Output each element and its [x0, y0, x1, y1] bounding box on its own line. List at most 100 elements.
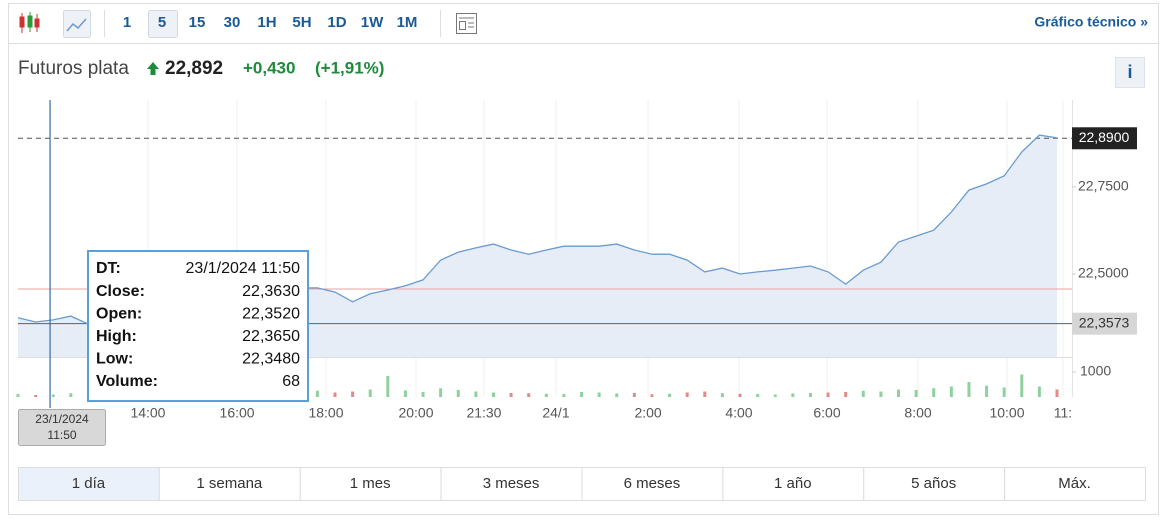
cursor-date-box	[18, 409, 106, 446]
tooltip-label: DT:	[96, 260, 121, 277]
tooltip-label: Open:	[96, 305, 142, 322]
tooltip-label: Close:	[96, 283, 145, 300]
reference-label: 22,3573	[1079, 314, 1130, 330]
interval-button[interactable]: 1H	[257, 14, 276, 31]
interval-button[interactable]: 1M	[397, 14, 418, 31]
volume-bar	[914, 390, 918, 397]
volume-bar	[985, 385, 989, 397]
volume-bar	[685, 392, 689, 397]
icon-part	[27, 15, 33, 28]
volume-bar	[421, 392, 425, 397]
line-icon	[66, 18, 87, 32]
x-tick-label: 20:00	[398, 405, 433, 421]
range-tab[interactable]	[581, 467, 724, 501]
range-tab[interactable]	[722, 467, 865, 501]
volume-bar	[1020, 374, 1024, 397]
volume-bar	[703, 391, 707, 397]
up-arrow	[147, 62, 159, 75]
range-tab[interactable]	[440, 467, 583, 501]
range-tab[interactable]	[863, 467, 1006, 501]
volume-bar	[368, 389, 372, 397]
line-icon-button[interactable]	[63, 10, 91, 38]
interval-button[interactable]: 1	[123, 14, 131, 31]
x-tick-label: 4:00	[725, 405, 752, 421]
volume-bar	[544, 393, 548, 397]
volume-bar	[403, 390, 407, 397]
candle-icon[interactable]	[19, 12, 40, 33]
last-price-label: 22,8900	[1079, 129, 1130, 145]
tooltip	[87, 250, 309, 402]
tooltip-value: 22,3650	[242, 328, 300, 345]
volume-bar	[351, 391, 355, 397]
price: 22,892	[165, 58, 223, 79]
volume-bar	[826, 392, 830, 397]
x-tick-label: 8:00	[904, 405, 931, 421]
volume-bar	[474, 391, 478, 397]
instrument-name: Futuros plata	[18, 58, 129, 79]
volume-bar	[562, 394, 566, 397]
interval-button[interactable]: 1D	[327, 14, 346, 31]
volume-bar	[932, 388, 936, 397]
technical-chart-link[interactable]: Gráfico técnico »	[1034, 14, 1148, 30]
volume-bar	[580, 392, 584, 397]
x-tick-label: 16:00	[220, 405, 255, 421]
interval-button[interactable]: 15	[189, 14, 206, 31]
volume-bar	[34, 395, 38, 397]
volume-bar	[51, 394, 55, 397]
volume-bar	[16, 394, 20, 397]
range-tab-label: 1 mes	[350, 475, 391, 492]
active-interval	[148, 10, 178, 38]
volume-bar	[1002, 387, 1006, 397]
range-tab-label: 6 meses	[624, 475, 681, 492]
tooltip-value: 22,3480	[242, 351, 300, 368]
range-tabs: 1 día 1 semana 1 mes 3 meses 6 meses 1 año 5 a…	[18, 467, 1146, 501]
volume-bar	[69, 393, 73, 397]
x-tick-label: 6:00	[813, 405, 840, 421]
x-tick-label: 18:00	[308, 405, 343, 421]
reference-box	[1072, 312, 1137, 335]
icon-part	[34, 18, 40, 28]
volume-bar	[791, 393, 795, 397]
tooltip-value: 22,3520	[242, 305, 300, 322]
volume-bar	[456, 390, 460, 397]
volume-bar	[527, 393, 531, 397]
volume-bar	[808, 393, 812, 397]
interval-button[interactable]: 5H	[292, 14, 311, 31]
tooltip-label: Volume:	[96, 373, 158, 390]
volume-bar	[386, 376, 390, 397]
volume-bar	[597, 392, 601, 397]
change: +0,430	[243, 58, 295, 77]
range-tab-label: Máx.	[1058, 475, 1091, 492]
range-tab[interactable]	[299, 467, 442, 501]
y-tick-label: 22,5000	[1078, 265, 1129, 281]
x-tick-label: 14:00	[130, 405, 165, 421]
icon-part	[459, 21, 466, 30]
volume-bar	[1037, 386, 1041, 397]
interval-button[interactable]: 30	[224, 14, 241, 31]
x-tick-label: 24/1	[542, 405, 569, 421]
info-button[interactable]	[1115, 57, 1145, 88]
y-tick-label: 22,7500	[1078, 178, 1129, 194]
last-price-box	[1072, 127, 1137, 150]
volume-bar	[632, 393, 636, 397]
volume-bar	[756, 394, 760, 397]
range-tab-label: 3 meses	[483, 475, 540, 492]
tooltip-label: High:	[96, 328, 137, 345]
interval-button[interactable]: 5	[158, 14, 166, 31]
tooltip-value: 23/1/2024 11:50	[186, 260, 301, 277]
range-tab-label: 1 día	[72, 475, 106, 492]
change-percent: (+1,91%)	[315, 58, 384, 77]
volume-bar	[949, 386, 953, 397]
interval-button[interactable]: 1W	[361, 14, 384, 31]
icon-part	[19, 16, 25, 28]
tooltip-value: 68	[282, 373, 300, 390]
info-icon: i	[1127, 62, 1132, 82]
volume-bar	[1055, 389, 1059, 397]
volume-bar	[439, 388, 443, 397]
range-tab[interactable]	[1004, 467, 1146, 501]
news-icon[interactable]	[456, 13, 477, 34]
volume-bar	[315, 390, 319, 397]
volume-bar	[844, 392, 848, 397]
